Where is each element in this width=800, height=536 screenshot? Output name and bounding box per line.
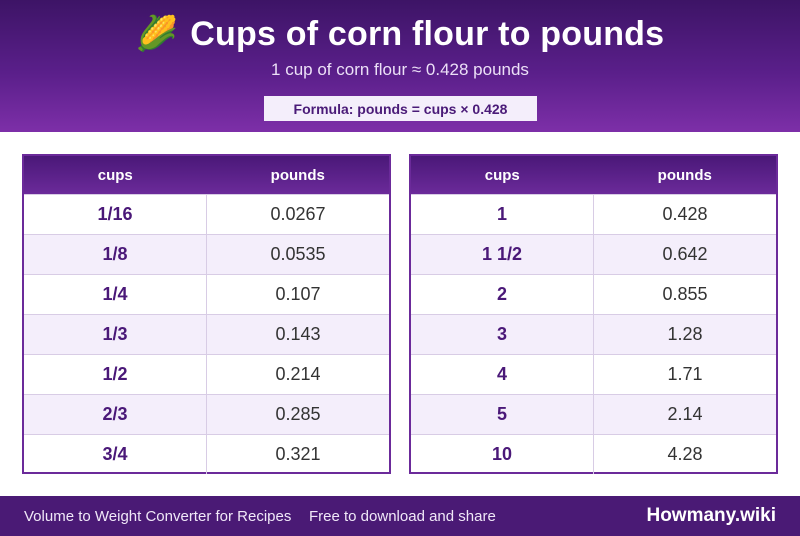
table-row: 2/3 0.285	[24, 394, 389, 434]
cups-cell: 4	[411, 355, 594, 394]
table-row: 10 4.28	[411, 434, 776, 474]
page-title-text: Cups of corn flour to pounds	[190, 14, 665, 53]
cups-cell: 1/2	[24, 355, 207, 394]
table-row: 5 2.14	[411, 394, 776, 434]
table-row: 1 0.428	[411, 194, 776, 234]
pounds-cell: 0.214	[275, 364, 321, 384]
conversion-table-left: cups pounds 1/16 0.0267 1/8 0.0535 1/4 0…	[22, 154, 391, 474]
pounds-cell: 2.14	[667, 404, 703, 424]
table-row: 2 0.855	[411, 274, 776, 314]
cups-cell: 10	[411, 435, 594, 474]
brand-link[interactable]: Howmany.wiki	[646, 505, 776, 526]
table-row: 1/2 0.214	[24, 354, 389, 394]
pounds-cell: 0.285	[275, 404, 321, 424]
pounds-cell: 1.71	[667, 364, 703, 384]
column-header-cups: cups	[97, 166, 133, 184]
table-row: 3 1.28	[411, 314, 776, 354]
cups-cell: 1/4	[24, 275, 207, 314]
page-title: 🌽 Cups of corn flour to pounds	[0, 12, 800, 56]
pounds-cell: 1.28	[667, 324, 703, 344]
table-row: 1/8 0.0535	[24, 234, 389, 274]
table-row: 1 1/2 0.642	[411, 234, 776, 274]
pounds-cell: 0.855	[662, 284, 708, 304]
table-header: cups pounds	[24, 156, 389, 194]
cups-cell: 1/3	[24, 315, 207, 354]
cups-cell: 1/16	[24, 195, 207, 234]
cups-cell: 1/8	[24, 235, 207, 274]
corn-icon: 🌽	[135, 15, 179, 53]
conversion-table-right: cups pounds 1 0.428 1 1/2 0.642 2 0.855 …	[409, 154, 778, 474]
pounds-cell: 0.0535	[270, 244, 326, 264]
cups-cell: 1 1/2	[411, 235, 594, 274]
column-header-pounds: pounds	[657, 166, 712, 184]
cups-cell: 3/4	[24, 435, 207, 474]
footer-converter-text: Volume to Weight Converter for Recipes	[24, 507, 292, 525]
subtitle: 1 cup of corn flour ≈ 0.428 pounds	[271, 60, 529, 79]
pounds-cell: 4.28	[667, 444, 703, 464]
pounds-cell: 0.321	[275, 444, 321, 464]
cups-cell: 3	[411, 315, 594, 354]
header-banner: 🌽 Cups of corn flour to pounds 1 cup of …	[0, 0, 800, 132]
cups-cell: 2	[411, 275, 594, 314]
column-header-pounds: pounds	[270, 166, 325, 184]
footer-bar: Volume to Weight Converter for Recipes F…	[0, 496, 800, 536]
table-row: 1/4 0.107	[24, 274, 389, 314]
cups-cell: 5	[411, 395, 594, 434]
cups-cell: 1	[411, 195, 594, 234]
cups-cell: 2/3	[24, 395, 207, 434]
pounds-cell: 0.642	[662, 244, 708, 264]
footer-share-text: Free to download and share	[309, 507, 496, 525]
column-header-cups: cups	[484, 166, 520, 184]
table-row: 3/4 0.321	[24, 434, 389, 474]
table-row: 4 1.71	[411, 354, 776, 394]
pounds-cell: 0.143	[275, 324, 321, 344]
formula-badge: Formula: pounds = cups × 0.428	[264, 96, 537, 121]
pounds-cell: 0.0267	[270, 204, 326, 224]
table-row: 1/16 0.0267	[24, 194, 389, 234]
table-header: cups pounds	[411, 156, 776, 194]
pounds-cell: 0.428	[662, 204, 708, 224]
table-row: 1/3 0.143	[24, 314, 389, 354]
pounds-cell: 0.107	[275, 284, 321, 304]
